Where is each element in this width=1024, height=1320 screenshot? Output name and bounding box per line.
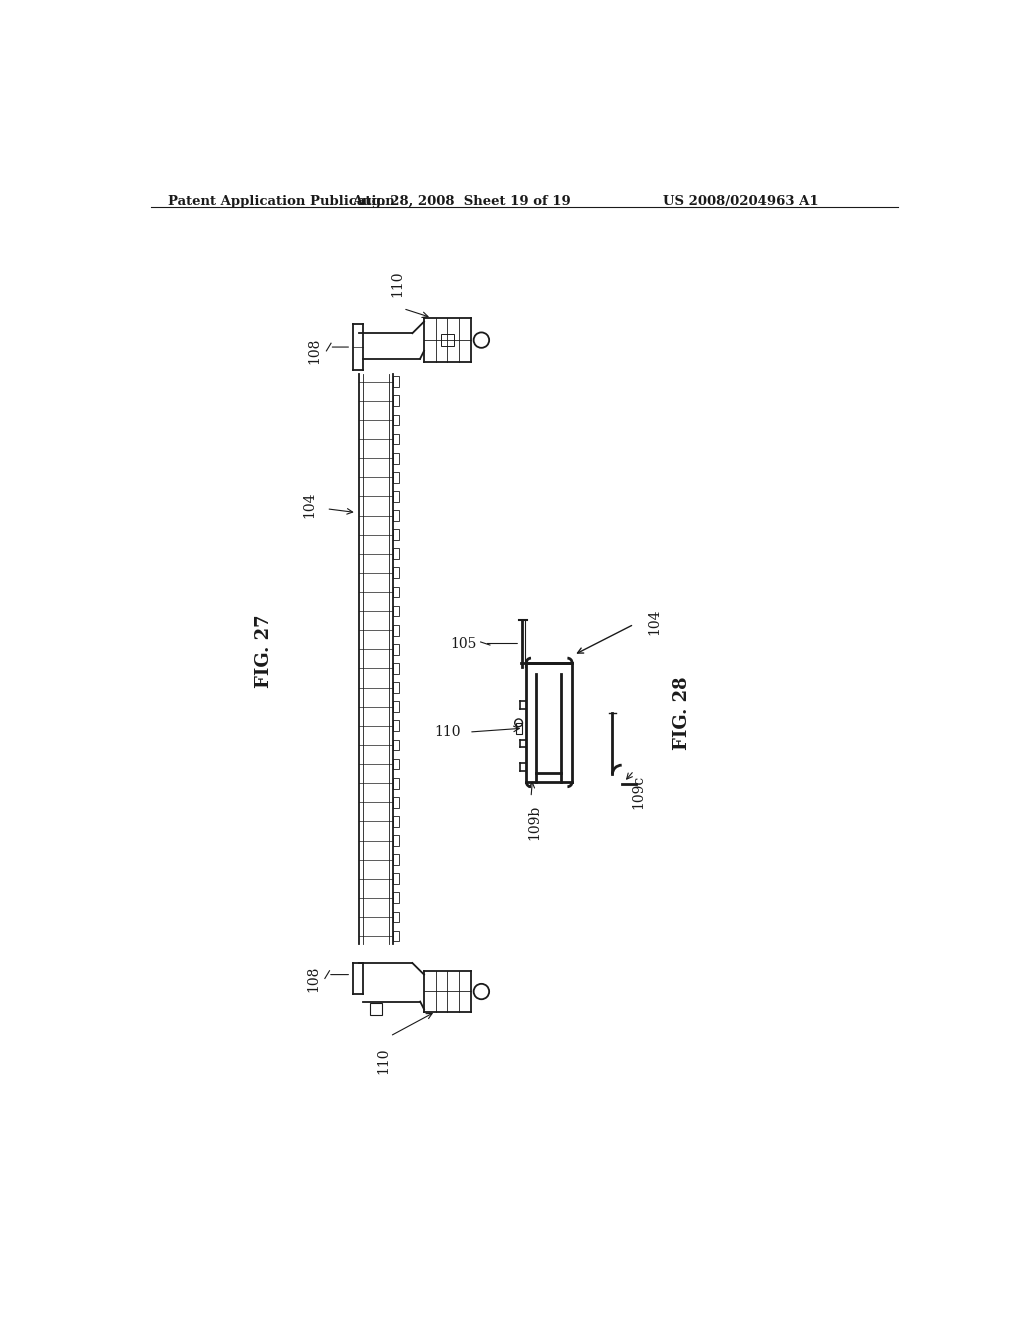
Bar — [393, 912, 399, 923]
Text: 108: 108 — [308, 338, 322, 364]
Bar — [393, 682, 399, 693]
Bar — [393, 931, 399, 941]
Text: US 2008/0204963 A1: US 2008/0204963 A1 — [663, 194, 818, 207]
Bar — [393, 510, 399, 521]
Text: 104: 104 — [647, 609, 662, 635]
Bar — [393, 836, 399, 846]
Bar — [393, 721, 399, 731]
Bar — [393, 548, 399, 560]
Bar — [393, 568, 399, 578]
Bar — [393, 529, 399, 540]
Bar — [515, 723, 521, 734]
Text: FIG. 28: FIG. 28 — [673, 676, 691, 750]
Bar — [393, 606, 399, 616]
Text: 105: 105 — [451, 636, 477, 651]
Bar — [393, 874, 399, 884]
Bar — [393, 663, 399, 673]
Bar — [393, 777, 399, 788]
Bar — [393, 434, 399, 445]
Bar — [393, 797, 399, 808]
Text: 110: 110 — [377, 1048, 391, 1074]
Text: Patent Application Publication: Patent Application Publication — [168, 194, 395, 207]
Bar — [393, 471, 399, 483]
Text: FIG. 27: FIG. 27 — [255, 614, 272, 688]
Bar — [393, 376, 399, 387]
Bar — [393, 759, 399, 770]
Bar — [393, 701, 399, 711]
Text: 109c: 109c — [632, 775, 646, 809]
Bar — [393, 396, 399, 407]
Bar — [393, 816, 399, 826]
Bar — [393, 739, 399, 750]
Bar — [393, 453, 399, 463]
Bar — [393, 892, 399, 903]
Text: 108: 108 — [306, 965, 321, 991]
Bar — [370, 1003, 382, 1015]
Text: Aug. 28, 2008  Sheet 19 of 19: Aug. 28, 2008 Sheet 19 of 19 — [352, 194, 570, 207]
Bar — [393, 414, 399, 425]
Text: 110: 110 — [391, 271, 404, 297]
Bar — [393, 586, 399, 598]
Text: 104: 104 — [302, 491, 316, 519]
Bar — [393, 854, 399, 865]
Bar — [393, 644, 399, 655]
Bar — [393, 624, 399, 636]
Bar — [393, 491, 399, 502]
Bar — [441, 334, 454, 346]
Text: 109b: 109b — [527, 805, 541, 841]
Text: 110: 110 — [435, 725, 461, 739]
